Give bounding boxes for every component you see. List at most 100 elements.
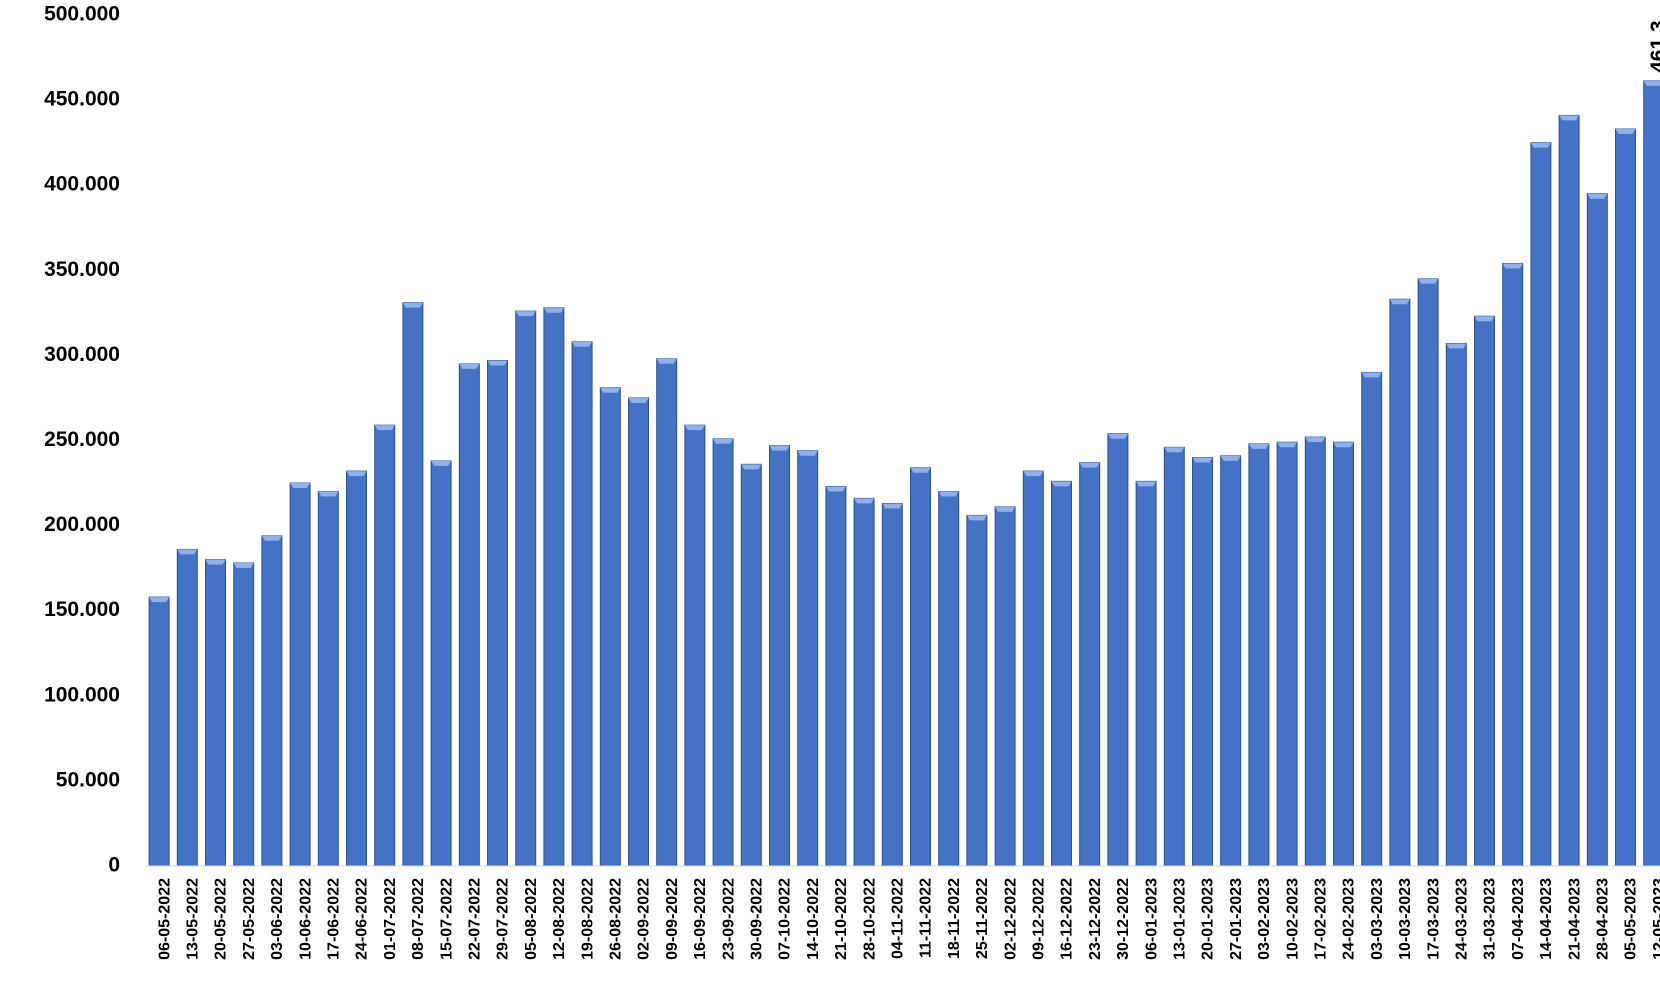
y-tick-label: 500.000 [44,3,120,26]
x-tick-label: 13-01-2023 [1172,878,1189,960]
data-label: 461.3 [1647,20,1660,73]
bar-bevel [431,460,452,466]
bar-bevel [1559,115,1580,121]
x-tick-label: 05-05-2023 [1623,878,1640,960]
bar-bevel [769,445,790,451]
x-tick-label: 17-06-2022 [326,878,343,960]
bar [289,482,311,867]
bar-bevel [1643,80,1660,86]
bar-bevel [1333,442,1354,448]
bar-bevel [1615,129,1636,135]
bar-bevel [825,486,846,492]
bar-bevel [938,491,959,497]
bar [1445,342,1467,867]
x-tick-label: 24-02-2023 [1341,878,1358,960]
x-tick-label: 26-08-2022 [608,878,625,960]
bar [994,506,1016,867]
bar [881,502,903,867]
x-tick-label: 02-12-2022 [1002,878,1019,960]
x-tick-label: 29-07-2022 [495,878,512,960]
x-tick-label: 06-05-2022 [156,878,173,960]
bar [1586,193,1608,867]
y-tick-label: 0 [108,854,120,877]
x-tick-label: 16-12-2022 [1059,878,1076,960]
bar [1248,443,1270,867]
x-tick-label: 31-03-2023 [1482,878,1499,960]
bar [1615,128,1636,867]
bar-bevel [995,506,1016,512]
bar-bevel [318,491,339,497]
x-tick-label: 25-11-2022 [974,878,991,959]
bar [712,438,734,867]
bar [1417,278,1439,867]
bar [1304,436,1326,867]
bar [599,387,621,867]
bar [402,302,424,867]
bar-bevel [1220,455,1241,461]
x-tick-label: 21-10-2022 [833,878,850,960]
bar-bevel [402,302,423,308]
x-tick-label: 17-03-2023 [1425,878,1442,960]
y-tick-label: 400.000 [44,173,120,196]
bar [571,341,593,867]
x-tick-label: 28-04-2023 [1595,878,1612,960]
x-tick-label: 02-09-2022 [636,878,653,960]
bar [515,310,537,867]
x-tick-label: 23-12-2022 [1087,878,1104,960]
y-tick-label: 350.000 [44,258,120,281]
bar [261,535,283,867]
bar [1276,441,1298,867]
bar-bevel [854,498,875,504]
x-tick-label: 11-11-2022 [918,878,935,958]
x-tick-label: 20-01-2023 [1200,878,1217,960]
bar-bevel [1107,433,1128,439]
x-tick-label: 30-12-2022 [1115,878,1132,960]
y-tick-label: 200.000 [44,513,120,536]
bar [1333,441,1354,867]
x-tick-label: 22-07-2022 [467,878,484,960]
bar [148,596,170,867]
x-tick-label: 03-06-2022 [269,878,286,960]
bar [910,467,931,867]
bar-bevel [1418,278,1439,284]
x-tick-label: 24-03-2023 [1454,878,1471,960]
bar [1079,462,1101,867]
bar-bevel [600,387,621,393]
x-tick-label: 27-05-2022 [241,878,258,960]
bar [374,424,396,867]
bar [938,491,960,867]
x-tick-label: 21-04-2023 [1566,878,1583,960]
y-tick-label: 150.000 [44,598,120,621]
bar [1530,142,1552,867]
y-tick-label: 50.000 [56,768,120,791]
bar-bevel [177,549,198,555]
bar-bevel [882,503,903,509]
x-tick-label: 10-03-2023 [1397,878,1414,960]
bar [1051,480,1072,867]
x-tick-label: 14-10-2022 [805,878,822,960]
x-tick-label: 04-11-2022 [890,878,907,959]
bar [1192,457,1213,867]
x-tick-label: 30-09-2022 [749,878,766,960]
bar [317,491,339,867]
x-tick-label: 06-01-2023 [1143,878,1160,960]
bar-bevel [1474,316,1495,322]
bar [1163,446,1185,867]
bar-bevel [1530,142,1551,148]
x-tick-label: 07-04-2023 [1510,878,1527,960]
bar-bevel [572,341,593,347]
bar-bevel [1192,457,1213,463]
bar-bevel [713,438,734,444]
x-tick-label: 10-06-2022 [297,878,314,960]
bar [1389,298,1411,867]
bar-bevel [1248,443,1269,449]
bar [1643,80,1660,867]
bar-bevel [1389,299,1410,305]
x-tick-label: 10-02-2023 [1284,878,1301,960]
bar-bevel [797,450,818,456]
bar-bevel [1136,481,1157,487]
bar-bevel [628,397,649,403]
bar [346,470,367,867]
y-tick-label: 450.000 [44,88,120,111]
